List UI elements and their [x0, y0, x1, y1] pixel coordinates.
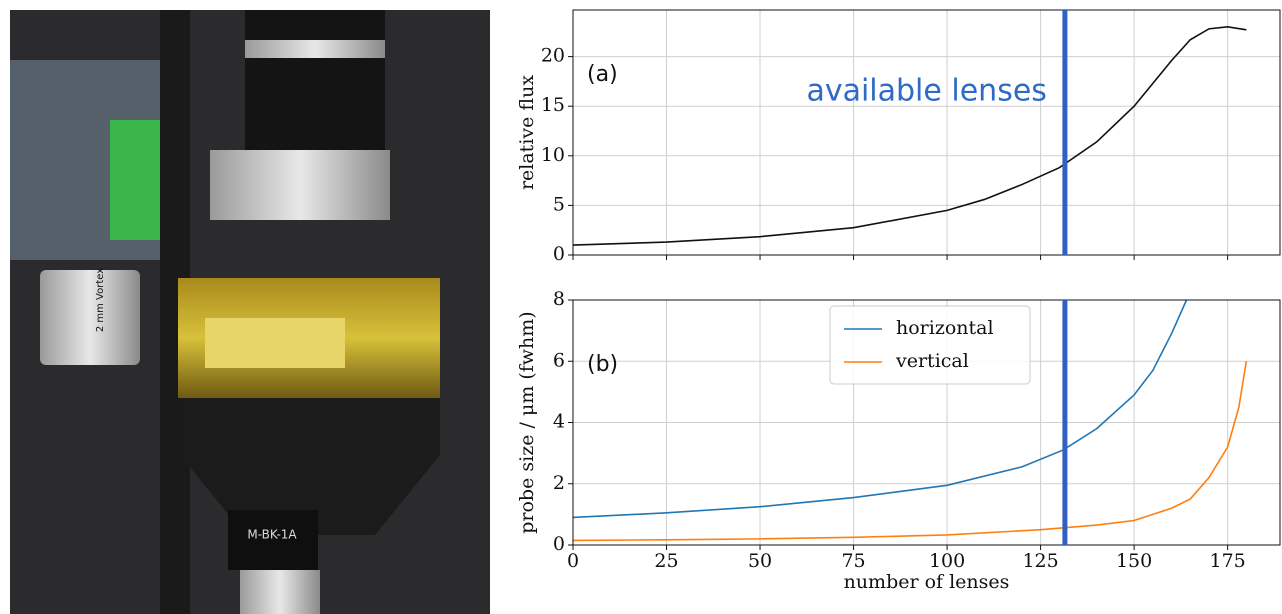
- photo-green-panel: [110, 120, 160, 240]
- y-tick-label: 8: [553, 288, 565, 310]
- y-axis-label: relative flux: [516, 75, 538, 190]
- x-tick-label: 175: [1209, 550, 1245, 572]
- photo-vortex: [40, 270, 140, 365]
- photo-lens-ring: [245, 40, 385, 58]
- y-tick-label: 4: [553, 411, 565, 433]
- data-line: [573, 361, 1248, 542]
- y-tick-label: 0: [553, 533, 565, 555]
- x-axis-label: number of lenses: [844, 571, 1010, 593]
- legend-box: [829, 305, 1031, 385]
- y-axis-label: probe size / μm (fwhm): [516, 311, 538, 533]
- y-tick-label: 5: [553, 193, 565, 215]
- photo-plate: [240, 570, 320, 614]
- x-tick-label: 25: [654, 550, 678, 572]
- x-tick-label: 125: [1022, 550, 1058, 572]
- plot-frame: [572, 299, 1281, 546]
- y-tick-label: 10: [541, 144, 565, 166]
- photo-block: [210, 150, 390, 220]
- photo-lens: [245, 10, 385, 160]
- photo-label: 2 mm Vortex: [95, 268, 106, 332]
- data-line: [573, 300, 1188, 519]
- legend-label: horizontal: [896, 317, 994, 339]
- annotation: available lenses: [806, 74, 1046, 109]
- photo-hopper: [180, 398, 440, 535]
- y-tick-label: 0: [553, 243, 565, 265]
- photo-base: [228, 510, 318, 570]
- y-tick-label: 2: [553, 472, 565, 494]
- y-tick-label: 15: [541, 94, 565, 116]
- plot-frame: [572, 9, 1281, 256]
- x-tick-label: 0: [567, 550, 579, 572]
- y-tick-label: 6: [553, 349, 565, 371]
- photo: 2 mm Vortex M-BK-1A: [10, 10, 490, 614]
- panel-label: (b): [587, 352, 618, 377]
- x-tick-label: 50: [748, 550, 772, 572]
- x-tick-label: 75: [841, 550, 865, 572]
- data-line: [573, 26, 1247, 246]
- y-tick-label: 20: [541, 45, 565, 67]
- photo-label: M-BK-1A: [247, 528, 297, 542]
- legend-label: vertical: [895, 350, 969, 372]
- panel-label: (a): [587, 62, 618, 87]
- photo-window: [205, 318, 345, 368]
- x-tick-label: 100: [929, 550, 965, 572]
- x-tick-label: 150: [1116, 550, 1152, 572]
